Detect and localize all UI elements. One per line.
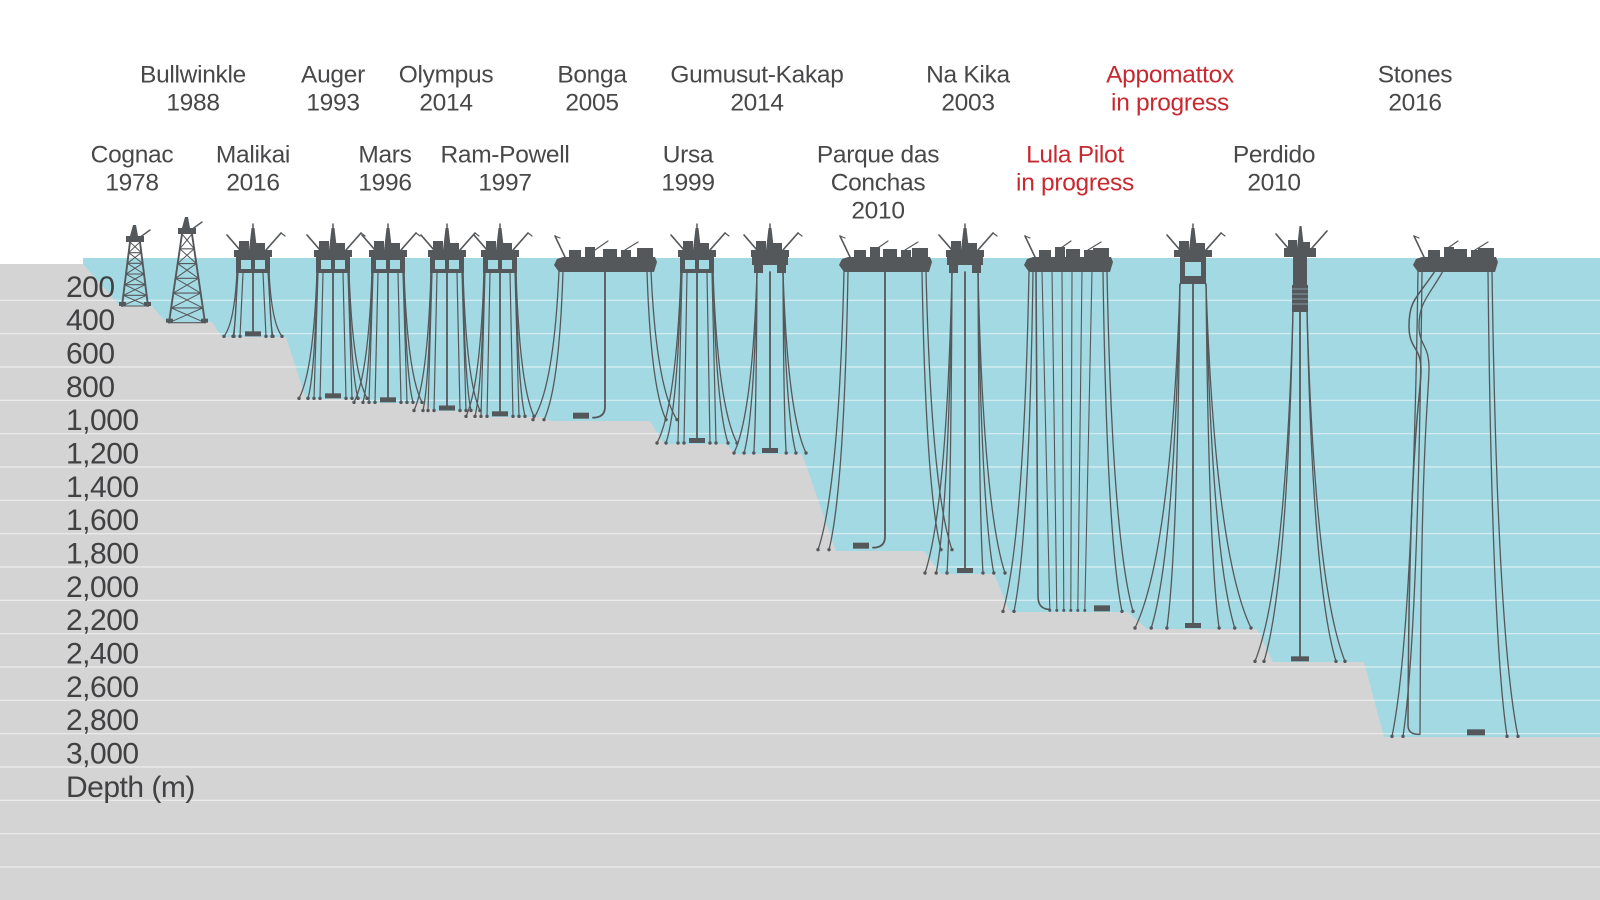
label-text: 200	[66, 271, 115, 304]
label-text: 1,200	[66, 438, 139, 471]
label-text: in progress	[1016, 170, 1134, 197]
label-text: 2,000	[66, 571, 139, 604]
label-text: 1,800	[66, 538, 139, 571]
label-text: 2005	[565, 90, 618, 117]
platform-ram-powell-icon	[464, 223, 536, 419]
platform-mars-icon	[352, 223, 424, 405]
label-text: 2,800	[66, 704, 139, 737]
label-text: Conchas	[831, 170, 926, 197]
platform-stones-icon	[1390, 235, 1520, 739]
label-text: Stones	[1378, 62, 1453, 89]
label-text: Auger	[301, 62, 365, 89]
label-text: 600	[66, 338, 115, 371]
label-text: 1993	[306, 90, 359, 117]
label-text: 2016	[226, 170, 279, 197]
label-text: Bonga	[557, 62, 627, 89]
label-text: Malikai	[216, 142, 290, 169]
label-text: 1,400	[66, 471, 139, 504]
platform-lula-pilot-icon	[1001, 235, 1135, 614]
label-text: 2014	[730, 90, 783, 117]
label-text: Lula Pilot	[1026, 142, 1124, 169]
label-text: 1,600	[66, 504, 139, 537]
label-text: 1988	[166, 90, 219, 117]
platform-ursa-icon	[655, 223, 739, 445]
label-text: 2010	[851, 198, 904, 225]
label-text: in progress	[1111, 90, 1229, 117]
platforms	[119, 217, 1520, 739]
label-text: 2003	[941, 90, 994, 117]
label-text: 1,000	[66, 404, 139, 437]
platform-parque-das-conchas-icon	[816, 235, 954, 552]
label-text: Parque das	[817, 142, 939, 169]
label-text: 3,000	[66, 738, 139, 771]
label-text: Perdido	[1233, 142, 1315, 169]
label-text: 2016	[1388, 90, 1441, 117]
label-text: 400	[66, 304, 115, 337]
label-text: Ursa	[663, 142, 714, 169]
platform-bullwinkle-icon	[166, 217, 208, 324]
label-text: 1978	[105, 170, 158, 197]
depth-axis: 2004006008001,0001,2001,4001,6001,8002,0…	[66, 271, 195, 804]
platform-gumusut-kakap-icon	[732, 223, 808, 455]
label-text: Gumusut-Kakap	[670, 62, 843, 89]
platform-cognac-icon	[119, 225, 151, 307]
platform-malikai-icon	[222, 223, 286, 339]
label-text: Olympus	[399, 62, 494, 89]
platform-labels: Cognac1978Bullwinkle1988Malikai2016Auger…	[91, 62, 1453, 225]
platform-perdido-icon	[1253, 226, 1347, 664]
label-text: 800	[66, 371, 115, 404]
label-text: Na Kika	[926, 62, 1010, 89]
label-text: Ram-Powell	[440, 142, 569, 169]
seabed	[0, 264, 1600, 900]
label-text: 2010	[1247, 170, 1300, 197]
label-text: 1997	[478, 170, 531, 197]
label-text: 2,600	[66, 671, 139, 704]
label-text: 2,400	[66, 638, 139, 671]
label-text: Appomattox	[1106, 62, 1234, 89]
label-text: Cognac	[91, 142, 174, 169]
label-text: 2,200	[66, 604, 139, 637]
label-text: Mars	[358, 142, 411, 169]
depth-gridlines	[0, 299, 1600, 868]
label-text: 1996	[358, 170, 411, 197]
label-text: 1999	[661, 170, 714, 197]
platform-na-kika-icon	[923, 223, 1007, 575]
label-text: 2014	[419, 90, 472, 117]
label-text: Bullwinkle	[140, 62, 246, 89]
platform-appomattox-icon	[1133, 223, 1253, 630]
platform-olympus-icon	[412, 223, 482, 413]
platform-auger-icon	[297, 223, 369, 401]
label-text: Depth (m)	[66, 771, 195, 804]
